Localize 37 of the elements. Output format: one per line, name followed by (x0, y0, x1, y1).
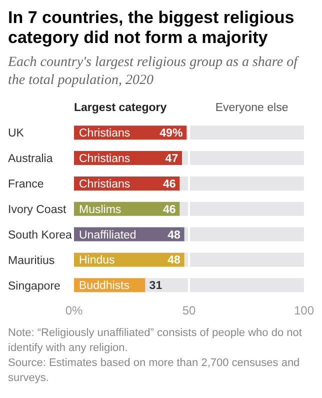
bar (186, 126, 304, 140)
bar (145, 278, 304, 292)
data-label: 46 (163, 178, 176, 190)
chart-title: In 7 countries, the biggest religious category did not form a majority (8, 8, 296, 48)
chart-subtitle: Each country's largest religious group as a share of the total population, 2020 (8, 54, 300, 90)
source-note: Source: Estimates based on more than 2,700 censuses and surveys. (8, 356, 301, 386)
annotation: Christians (79, 178, 130, 190)
y-tick-label: South Korea (8, 229, 73, 242)
data-label: 48 (168, 254, 181, 267)
data-label: 46 (163, 204, 176, 216)
x-tick-label: 0% (65, 304, 83, 318)
annotation: Christians (79, 153, 130, 166)
bar (182, 151, 304, 166)
annotation: Christians (79, 128, 130, 140)
y-tick-label: France (8, 178, 44, 191)
y-tick-label: Singapore (8, 280, 60, 292)
data-label: 47 (165, 153, 178, 166)
bar (180, 202, 304, 216)
bar (184, 252, 304, 267)
annotation: Buddhists (79, 280, 130, 292)
series-label: Largest category (74, 102, 167, 114)
series-label: Everyone else (215, 102, 288, 114)
bar (184, 227, 304, 242)
data-label: 31 (149, 280, 163, 292)
bar (180, 176, 304, 190)
annotation: Unaffiliated (79, 229, 136, 242)
text: Note: “Religiously unaffiliated” consists of people who do not identify with any religion. (8, 326, 303, 356)
data-label: 49% (160, 128, 183, 140)
y-tick-label: UK (8, 128, 24, 140)
annotation: Muslims (79, 204, 122, 216)
data-label: 48 (168, 229, 181, 242)
y-tick-label: Australia (8, 153, 54, 166)
x-tick-label: 100 (294, 304, 314, 318)
y-tick-label: Mauritius (8, 254, 55, 267)
y-tick-label: Ivory Coast (8, 204, 67, 216)
annotation: Hindus (79, 254, 116, 267)
x-tick-label: 50 (182, 304, 196, 318)
